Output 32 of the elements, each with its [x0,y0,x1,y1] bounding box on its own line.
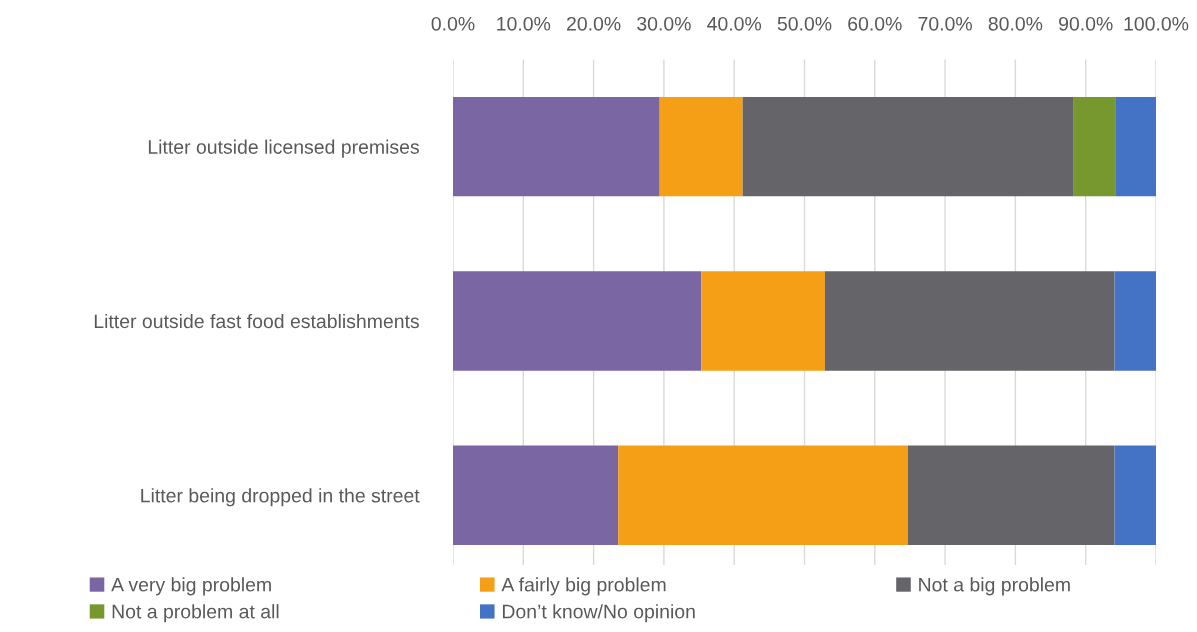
y-tick-label: Litter outside fast food establishments [94,313,419,329]
bar [1114,271,1156,371]
y-tick-label: Litter being dropped in the street [141,488,420,507]
bar [1114,445,1156,545]
bar [618,445,908,545]
bar [907,445,1115,545]
x-tick-label: 80.0% [988,16,1043,31]
x-tick-label: 100.0% [1124,16,1189,31]
x-tick-label: 40.0% [707,16,762,31]
bar [701,271,825,371]
bar [1115,96,1156,197]
x-tick-label: 20.0% [567,16,621,31]
legend-label: A very big problem [111,577,271,596]
bar [1073,96,1116,197]
legend-label: Not a big problem [919,577,1070,596]
bar [824,271,1115,371]
bar [659,96,743,197]
legend-label: A fairly big problem [501,577,666,596]
legend-label: Don’t know/No opinion [502,604,695,623]
x-tick-label: 60.0% [848,16,902,31]
x-tick-label: 50.0% [777,16,832,31]
bar [742,96,1074,197]
x-tick-label: 10.0% [497,16,551,31]
x-tick-label: 90.0% [1059,16,1113,31]
bar [453,445,619,545]
bar [453,96,660,197]
bar [453,271,702,371]
x-tick-label: 30.0% [637,16,691,31]
legend-label: Not a problem at all [112,604,279,623]
x-tick-label: 70.0% [918,16,972,31]
y-tick-label: Litter outside licensed premises [148,139,419,158]
x-tick-label: 0.0% [431,16,475,31]
